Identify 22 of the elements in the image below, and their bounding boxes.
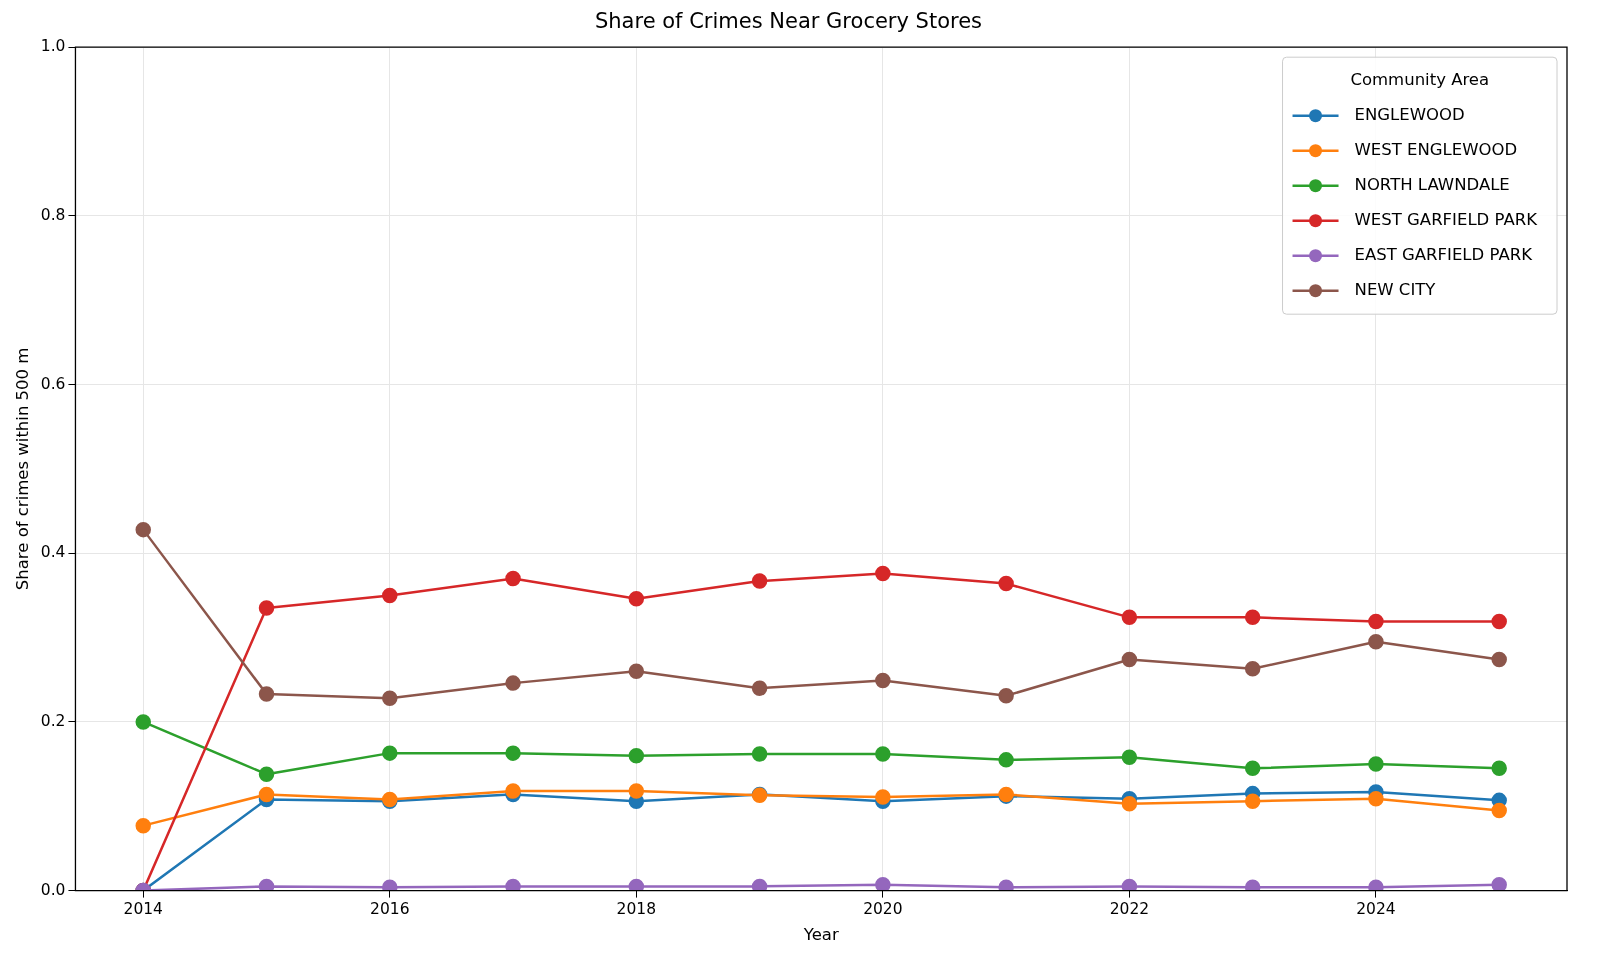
y-tick-label: 0.0 <box>40 880 66 899</box>
x-axis-title: Year <box>802 925 839 945</box>
legend-label: WEST GARFIELD PARK <box>1354 209 1539 229</box>
legend-title: Community Area <box>1350 69 1490 89</box>
chart-title: Share of Crimes Near Grocery Stores <box>594 9 983 34</box>
legend-label: ENGLEWOOD <box>1354 104 1465 124</box>
legend-label: WEST ENGLEWOOD <box>1354 139 1518 159</box>
y-axis-title: Share of crimes within 500 m <box>13 347 33 591</box>
x-tick-label: 2014 <box>123 899 163 918</box>
y-tick-label: 0.6 <box>40 374 66 393</box>
y-tick-label: 0.2 <box>40 711 66 730</box>
y-tick-label: 1.0 <box>40 37 66 56</box>
x-tick-label: 2022 <box>1109 899 1150 918</box>
x-tick-label: 2016 <box>370 899 410 918</box>
legend-label: NORTH LAWNDALE <box>1354 174 1510 194</box>
legend-label: NEW CITY <box>1354 279 1437 299</box>
x-tick-label: 2020 <box>863 899 903 918</box>
y-tick-label: 0.4 <box>40 543 66 562</box>
y-tick-label: 0.8 <box>40 205 66 224</box>
x-tick-label: 2024 <box>1356 899 1396 918</box>
legend-label: EAST GARFIELD PARK <box>1354 244 1534 264</box>
x-tick-label: 2018 <box>616 899 657 918</box>
